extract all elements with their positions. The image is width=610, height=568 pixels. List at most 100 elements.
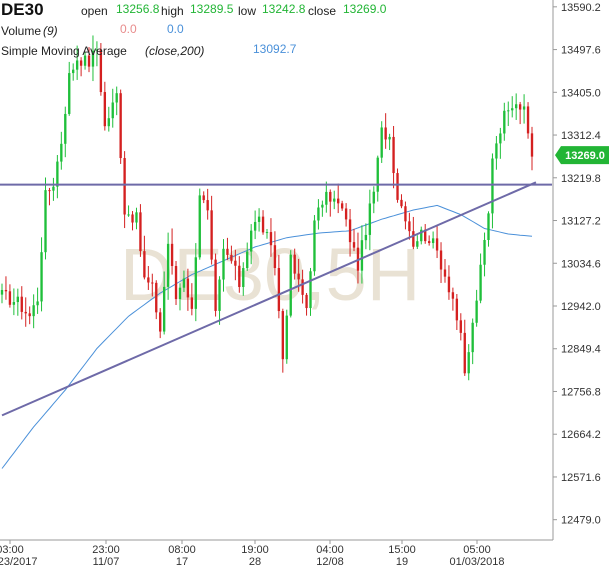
candle-body — [463, 332, 466, 374]
candle-body — [388, 136, 391, 140]
candle-body — [475, 300, 478, 323]
candle-body — [507, 110, 510, 112]
candle-body — [28, 313, 31, 317]
y-tick-label: 12571.6 — [561, 472, 601, 484]
candle-body — [273, 245, 277, 269]
candle-body — [281, 311, 284, 360]
candle-body — [439, 250, 443, 270]
x-tick-date: 01/03/2018 — [449, 556, 504, 568]
candle-body — [491, 158, 494, 214]
candle-body — [68, 73, 71, 114]
y-tick-label: 13312.4 — [561, 130, 601, 142]
candle-body — [8, 291, 12, 305]
candle-body — [518, 104, 522, 110]
candle-body — [530, 133, 534, 157]
x-tick-date: 19 — [396, 556, 408, 568]
candle-body — [24, 311, 27, 314]
candle-body — [420, 229, 423, 242]
high-label: high — [161, 4, 184, 18]
close-label: close — [308, 4, 337, 18]
sma-param: (close,200) — [145, 44, 205, 58]
candle-body — [139, 212, 142, 252]
high-value: 13289.5 — [190, 2, 234, 16]
x-tick-date: 12/08 — [316, 556, 344, 568]
candle-body — [364, 234, 368, 241]
candle-body — [447, 276, 451, 293]
candle-body — [214, 259, 217, 311]
candle-body — [376, 157, 379, 192]
candle-body — [352, 242, 356, 248]
candle-body — [79, 60, 83, 66]
candle-body — [333, 198, 336, 202]
candle-body — [12, 302, 16, 305]
candle-body — [305, 294, 308, 309]
y-tick-label: 12756.8 — [561, 386, 601, 398]
candle-body — [250, 230, 253, 252]
candle-body — [111, 102, 114, 119]
candle-body — [40, 252, 43, 302]
candle-body — [119, 93, 122, 159]
candle-body — [159, 312, 162, 332]
candle-body — [511, 108, 514, 111]
candle-body — [380, 127, 383, 158]
candle-body — [20, 296, 23, 312]
y-tick-label: 13219.8 — [561, 173, 601, 185]
candle-body — [166, 243, 170, 287]
candle-body — [392, 136, 395, 174]
x-tick-time: 03:00 — [0, 544, 24, 556]
sma-label: Simple Moving Average — [1, 44, 127, 58]
candle-body — [198, 195, 201, 258]
candle-body — [230, 254, 233, 261]
candle-body — [190, 297, 194, 309]
candle-body — [360, 240, 364, 271]
candle-body — [412, 231, 415, 247]
candle-body — [147, 277, 150, 283]
candle-body — [522, 106, 526, 110]
candle-body — [459, 320, 462, 333]
x-tick-date: 28 — [249, 556, 261, 568]
x-tick-time: 15:00 — [388, 544, 416, 556]
candle-body — [515, 104, 518, 109]
candle-body — [416, 241, 419, 247]
candle-body — [206, 200, 209, 211]
candle-body — [372, 191, 375, 204]
symbol-label: DE30 — [1, 0, 44, 19]
candle-body — [289, 254, 292, 316]
candle-body — [384, 127, 387, 140]
candle-body — [499, 133, 502, 144]
y-tick-label: 13127.2 — [561, 216, 601, 228]
candle-body — [344, 208, 348, 220]
volume-value-2: 0.0 — [167, 22, 184, 36]
x-tick-time: 23:00 — [92, 544, 120, 556]
x-tick-date: 11/07 — [93, 556, 120, 568]
candle-body — [321, 204, 324, 208]
candle-body — [503, 110, 506, 134]
candle-body — [135, 212, 138, 223]
current-price-tag: 13269.0 — [555, 146, 609, 165]
low-label: low — [238, 4, 257, 18]
chart-legend: DE30 open 13256.8 high 13289.5 low 13242… — [0, 0, 400, 64]
x-tick-time: 19:00 — [241, 544, 269, 556]
candle-body — [103, 92, 107, 127]
candle-body — [253, 221, 257, 231]
candle-body — [455, 298, 459, 321]
price-tag-label: 13269.0 — [565, 150, 605, 162]
candle-body — [131, 214, 134, 223]
candle-body — [467, 352, 470, 374]
candle-body — [337, 198, 340, 204]
candle-body — [297, 273, 300, 280]
candle-body — [348, 219, 352, 243]
candle-body — [115, 93, 118, 103]
candle-body — [526, 106, 530, 134]
candle-body — [155, 282, 158, 313]
open-value: 13256.8 — [116, 2, 160, 16]
candle-body — [400, 199, 403, 207]
volume-param: (9) — [43, 24, 58, 38]
candle-body — [182, 278, 186, 288]
candle-body — [202, 195, 205, 201]
candle-body — [340, 203, 344, 209]
candle-body — [194, 257, 197, 309]
y-tick-label: 12849.4 — [561, 344, 601, 356]
